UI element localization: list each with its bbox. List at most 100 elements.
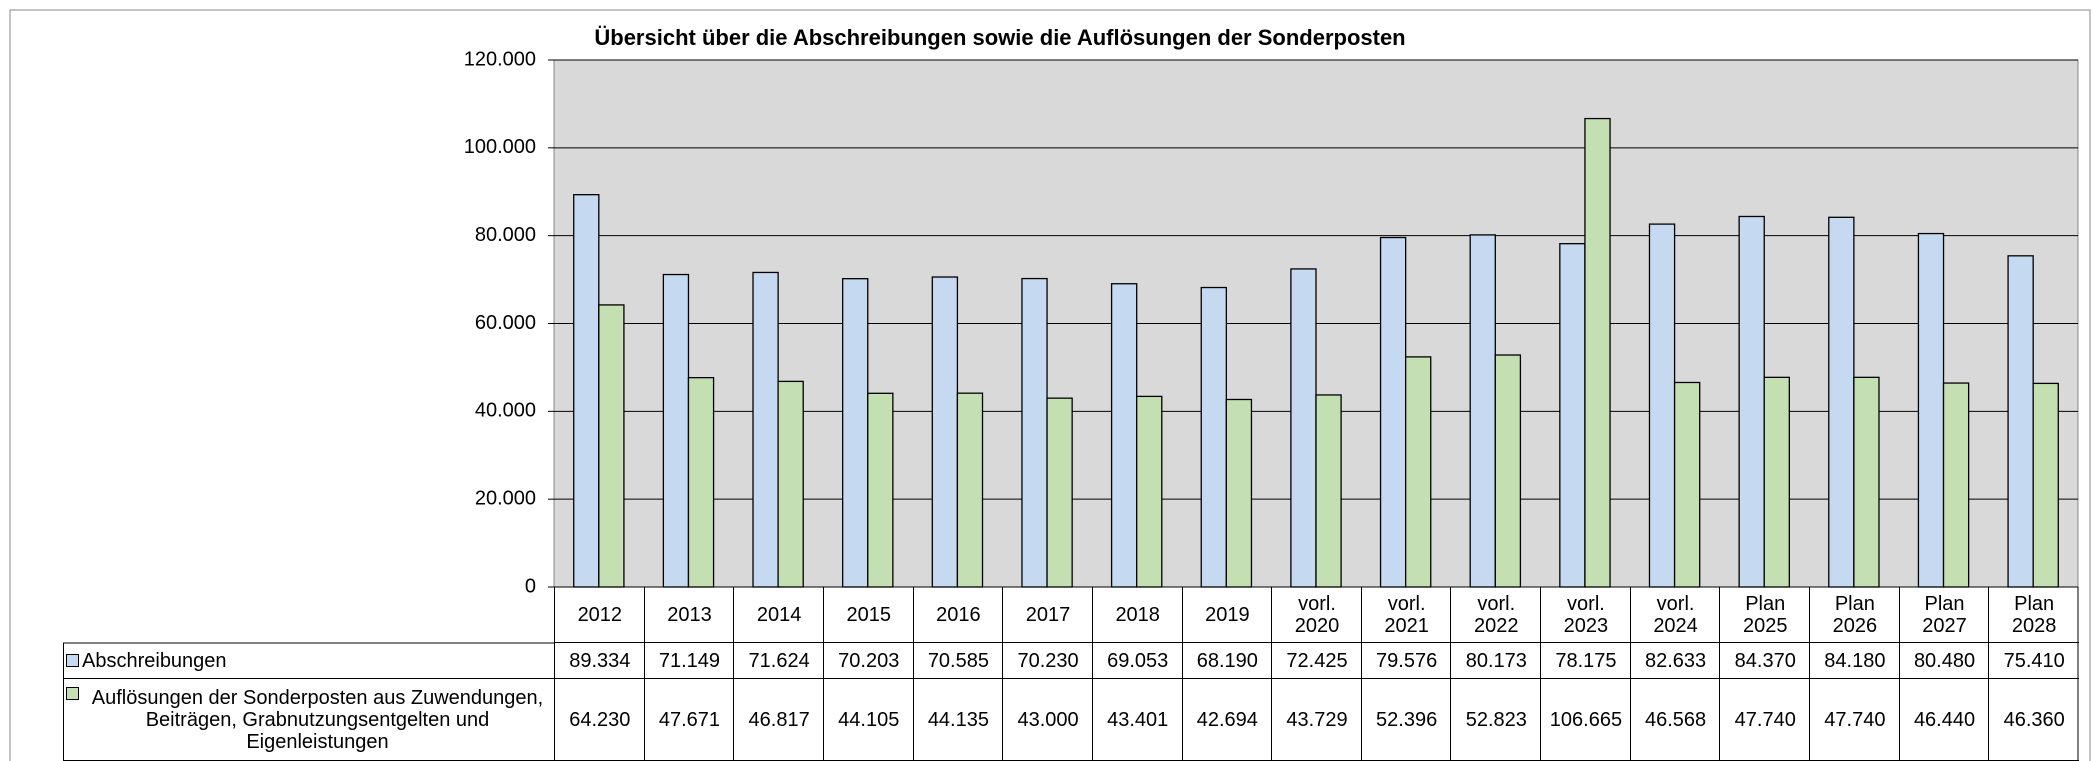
data-table-value: 43.401 — [1091, 679, 1183, 761]
x-tick-label: vorl. 2022 — [1450, 587, 1542, 643]
bar — [1469, 234, 1496, 588]
bar — [1584, 117, 1611, 588]
data-table-value: 79.576 — [1360, 643, 1452, 679]
y-tick-label: 120.000 — [464, 48, 536, 70]
x-tick-label: Plan 2026 — [1809, 587, 1900, 643]
x-tick-label: 2018 — [1091, 587, 1183, 643]
data-table-value: 75.410 — [1988, 643, 2079, 679]
data-table-value: 47.671 — [643, 679, 735, 761]
bar — [1917, 232, 1945, 588]
y-tick-label: 100.000 — [464, 136, 536, 158]
chart-title: Übersicht über die Abschreibungen sowie … — [594, 25, 1405, 50]
x-tick-label: vorl. 2021 — [1360, 587, 1452, 643]
bar — [573, 194, 600, 588]
data-table-value: 44.135 — [912, 679, 1004, 761]
bar — [842, 278, 869, 588]
bar — [1763, 376, 1790, 588]
bar — [1046, 397, 1073, 588]
legend-entry: Auflösungen der Sonderposten aus Zuwendu… — [63, 679, 555, 761]
x-tick-label: Plan 2027 — [1898, 587, 1990, 643]
data-table-value: 80.173 — [1450, 643, 1542, 679]
y-tick-label: 20.000 — [475, 487, 536, 509]
bar — [1853, 376, 1880, 588]
legend-key — [66, 687, 79, 700]
bar — [752, 271, 779, 588]
x-tick-label: vorl. 2023 — [1540, 587, 1631, 643]
y-tick-label: 60.000 — [475, 312, 536, 334]
bar — [1404, 356, 1432, 588]
bar — [1828, 216, 1855, 588]
bar — [1494, 354, 1522, 588]
data-table-value: 70.230 — [1002, 643, 1093, 679]
data-table-value: 78.175 — [1540, 643, 1631, 679]
data-table-value: 47.740 — [1719, 679, 1811, 761]
bar — [1200, 286, 1228, 588]
bar — [2007, 255, 2034, 588]
data-table-value: 46.440 — [1898, 679, 1990, 761]
y-tick-label: 0 — [525, 575, 536, 597]
data-table-value: 84.370 — [1719, 643, 1811, 679]
bar — [662, 273, 690, 588]
data-table-value: 89.334 — [554, 643, 645, 679]
bar — [867, 392, 894, 588]
bar — [1021, 277, 1048, 588]
x-tick-label: 2013 — [643, 587, 735, 643]
bar — [1379, 236, 1407, 588]
bar — [1290, 268, 1317, 588]
data-table-value: 64.230 — [554, 679, 645, 761]
x-tick-label: vorl. 2020 — [1271, 587, 1362, 643]
data-table-value: 82.633 — [1629, 643, 1721, 679]
data-table-value: 43.000 — [1002, 679, 1093, 761]
x-tick-label: 2012 — [554, 587, 645, 643]
y-tick-label: 40.000 — [475, 400, 536, 422]
data-table-value: 52.823 — [1450, 679, 1542, 761]
bar — [2032, 382, 2059, 588]
bar — [931, 276, 959, 588]
data-table-value: 70.585 — [912, 643, 1004, 679]
data-table-value: 44.105 — [822, 679, 914, 761]
data-table-value: 71.624 — [733, 643, 824, 679]
bar — [1110, 283, 1138, 588]
x-tick-label: 2017 — [1002, 587, 1093, 643]
bar — [1942, 382, 1970, 588]
bar — [1673, 381, 1701, 588]
data-table-value: 71.149 — [643, 643, 735, 679]
bar — [1225, 398, 1253, 588]
bar — [1559, 243, 1586, 588]
bar — [1136, 395, 1163, 588]
data-table-value: 72.425 — [1271, 643, 1362, 679]
bar — [1738, 215, 1765, 588]
data-table-value: 68.190 — [1181, 643, 1273, 679]
bar — [687, 376, 715, 588]
x-tick-label: Plan 2025 — [1719, 587, 1811, 643]
x-tick-label: vorl. 2024 — [1629, 587, 1721, 643]
bar — [1648, 223, 1676, 588]
data-table-value: 42.694 — [1181, 679, 1273, 761]
bar — [956, 392, 984, 588]
data-table-value: 47.740 — [1809, 679, 1900, 761]
data-table-value: 43.729 — [1271, 679, 1362, 761]
legend-label: Abschreibungen — [82, 649, 227, 672]
bar — [777, 380, 804, 588]
data-table-value: 46.568 — [1629, 679, 1721, 761]
x-tick-label: 2015 — [822, 587, 914, 643]
y-tick-label: 80.000 — [475, 224, 536, 246]
data-table-value: 80.480 — [1898, 643, 1990, 679]
data-table-value: 46.817 — [733, 679, 824, 761]
data-table-value: 70.203 — [822, 643, 914, 679]
x-tick-label: 2016 — [912, 587, 1004, 643]
data-table-value: 69.053 — [1091, 643, 1183, 679]
bar — [598, 304, 625, 588]
data-table-value: 46.360 — [1988, 679, 2079, 761]
data-table-value: 84.180 — [1809, 643, 1900, 679]
data-table-value: 106.665 — [1540, 679, 1631, 761]
x-tick-label: 2019 — [1181, 587, 1273, 643]
legend-label: Auflösungen der Sonderposten aus Zuwendu… — [91, 686, 544, 753]
legend-key — [66, 654, 79, 667]
data-table-value: 52.396 — [1360, 679, 1452, 761]
x-tick-label: 2014 — [733, 587, 824, 643]
chart-border — [9, 9, 2091, 761]
x-tick-label: Plan 2028 — [1988, 587, 2079, 643]
